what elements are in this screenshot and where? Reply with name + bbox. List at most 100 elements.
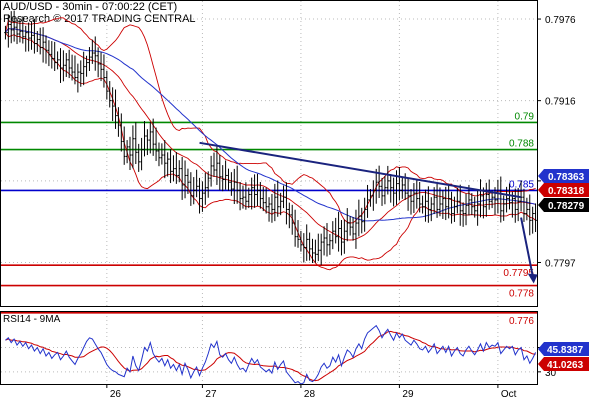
price-bar bbox=[264, 187, 268, 214]
rsi-line bbox=[5, 324, 537, 385]
price-bar bbox=[516, 187, 520, 222]
price-bar bbox=[354, 209, 358, 249]
time-axis: 26 27 28 29 Oct bbox=[106, 384, 517, 400]
price-bar bbox=[461, 202, 465, 227]
price-bar bbox=[389, 174, 393, 203]
price-bar bbox=[73, 55, 77, 85]
price-tag-box bbox=[538, 183, 589, 197]
price-panel-frame bbox=[0, 0, 538, 307]
price-bar bbox=[345, 208, 349, 242]
price-bar bbox=[256, 173, 259, 207]
price-bar bbox=[473, 196, 477, 218]
price-bar bbox=[18, 19, 22, 43]
price-bar bbox=[12, 10, 16, 42]
price-bar bbox=[505, 186, 508, 213]
price-bar bbox=[409, 189, 413, 215]
rsi-tag-label: 45.8387 bbox=[547, 345, 584, 356]
price-bar bbox=[15, 18, 19, 45]
price-bar bbox=[38, 27, 42, 55]
price-bar bbox=[218, 154, 222, 191]
price-bar bbox=[250, 177, 253, 210]
price-bar bbox=[531, 206, 534, 234]
price-bar bbox=[270, 193, 274, 223]
price-bar bbox=[418, 181, 421, 213]
price-tick-label: 0.7916 bbox=[545, 97, 576, 108]
price-bar bbox=[482, 187, 485, 219]
price-bar bbox=[273, 183, 277, 222]
price-bar bbox=[441, 190, 445, 219]
price-bar bbox=[487, 179, 491, 210]
price-bar bbox=[285, 182, 288, 225]
price-bar bbox=[215, 146, 219, 185]
price-bar bbox=[453, 196, 456, 222]
level-label: 0.788 bbox=[509, 139, 534, 150]
price-tag-label: 0.78363 bbox=[548, 172, 585, 183]
price-bar bbox=[148, 121, 152, 154]
time-tick-label: 27 bbox=[205, 389, 217, 400]
price-bar bbox=[429, 197, 433, 222]
level-label: 0.776 bbox=[509, 316, 534, 327]
price-bar bbox=[325, 223, 329, 257]
rsi-tick-label: 30 bbox=[545, 368, 557, 379]
price-tag: 0.78279 bbox=[538, 198, 589, 212]
price-bar bbox=[464, 193, 468, 226]
price-bar bbox=[24, 25, 28, 52]
price-bar bbox=[96, 47, 100, 78]
price-bar bbox=[85, 55, 88, 77]
time-tick-label: 28 bbox=[304, 389, 316, 400]
price-bar bbox=[421, 195, 424, 214]
price-bar bbox=[99, 52, 103, 82]
rsi-ma-line bbox=[5, 330, 536, 382]
level-label: 0.778 bbox=[509, 289, 534, 300]
price-bar bbox=[456, 187, 459, 214]
price-bar bbox=[21, 16, 25, 44]
price-bar bbox=[201, 181, 204, 212]
price-bar bbox=[36, 31, 39, 52]
price-bar bbox=[120, 113, 123, 152]
price-bar bbox=[508, 183, 511, 210]
price-bar bbox=[311, 238, 314, 264]
price-bar bbox=[27, 22, 30, 52]
bollinger-upper bbox=[4, 17, 536, 224]
price-bar bbox=[154, 127, 158, 162]
price-bar bbox=[322, 226, 326, 256]
price-bar bbox=[424, 189, 427, 222]
price-bar bbox=[366, 184, 369, 218]
price-tag-box bbox=[538, 198, 589, 212]
price-tag: 0.78318 bbox=[538, 183, 589, 197]
price-bar bbox=[134, 122, 138, 165]
price-tag-box bbox=[538, 169, 589, 183]
price-bar bbox=[206, 171, 210, 198]
price-bar bbox=[337, 211, 340, 252]
price-tick-label: 0.7797 bbox=[545, 258, 576, 269]
price-bar bbox=[82, 51, 85, 86]
price-bar bbox=[485, 182, 488, 217]
price-tag: 0.78363 bbox=[538, 169, 589, 183]
price-bar bbox=[476, 190, 479, 226]
price-bar bbox=[372, 180, 375, 211]
price-bar bbox=[458, 184, 462, 226]
forecast-arrow-shaft bbox=[520, 217, 534, 276]
price-bar bbox=[143, 121, 146, 157]
price-bar bbox=[76, 63, 80, 93]
price-bar bbox=[137, 143, 140, 172]
bollinger-bands bbox=[4, 17, 536, 271]
price-bar bbox=[227, 168, 230, 191]
price-bar bbox=[259, 181, 262, 209]
price-bar bbox=[377, 165, 381, 199]
price-bar bbox=[302, 233, 306, 263]
price-bar bbox=[528, 194, 532, 236]
price-bar bbox=[157, 142, 161, 167]
price-bar bbox=[343, 219, 346, 254]
price-bar bbox=[479, 179, 482, 218]
bollinger-lower bbox=[5, 32, 536, 271]
price-bar bbox=[62, 50, 65, 82]
price-bar bbox=[114, 89, 117, 129]
price-bar bbox=[470, 193, 474, 216]
price-bar bbox=[276, 180, 280, 217]
price-bar bbox=[30, 22, 33, 50]
price-bar bbox=[122, 126, 126, 165]
rsi-tag-box bbox=[538, 357, 589, 371]
levels: 0.79 0.788 0.785 0.7795 0.778 0.776 bbox=[1, 111, 537, 327]
price-bar bbox=[363, 197, 366, 232]
